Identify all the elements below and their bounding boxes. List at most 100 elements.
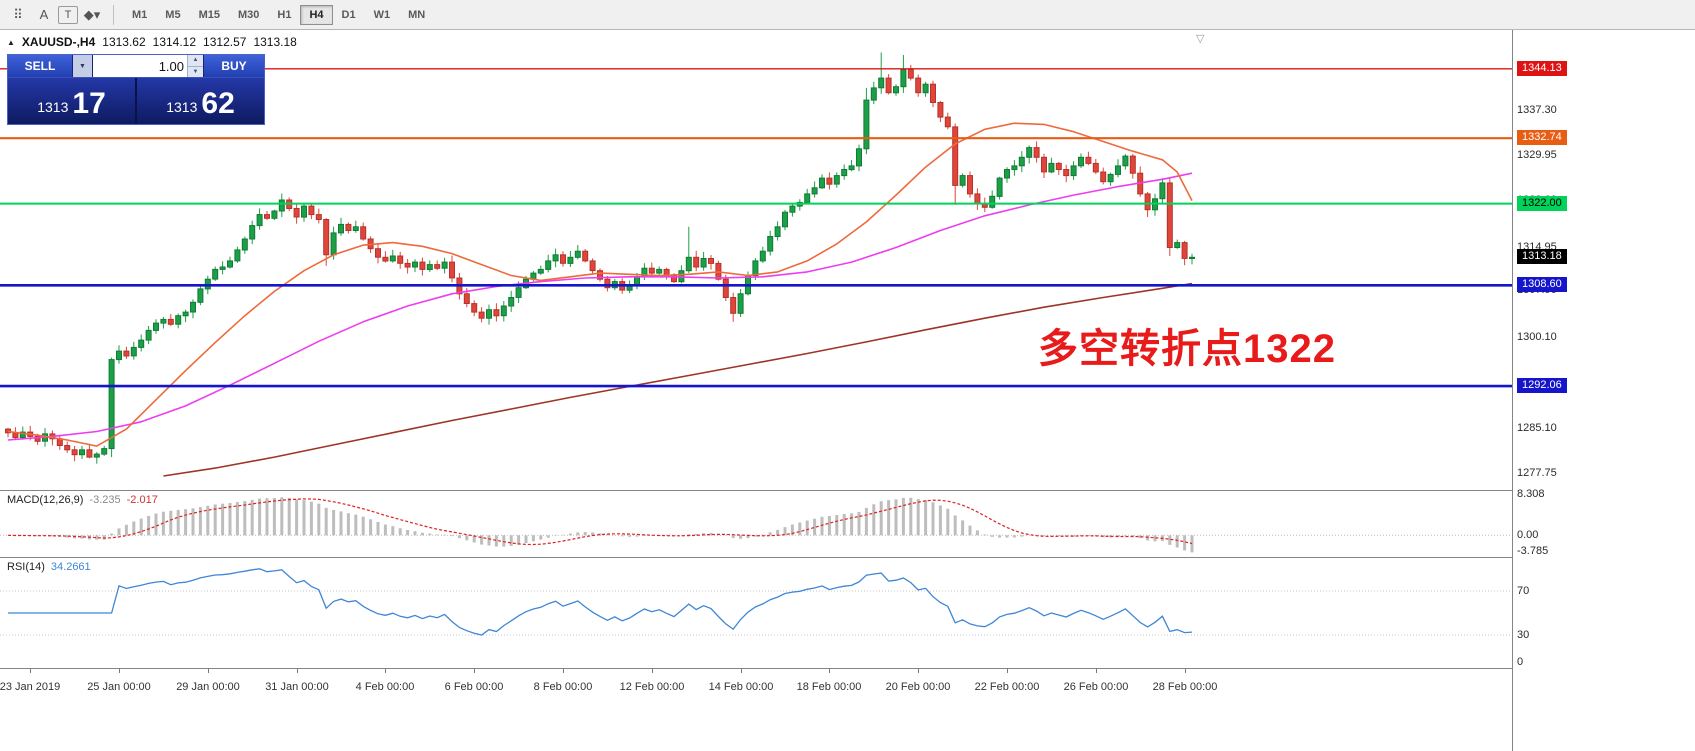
slow-ma-line (163, 282, 1193, 477)
one-click-controls-row: SELL ▼ ▲ ▼ BUY (8, 55, 264, 77)
timeframe-h1[interactable]: H1 (277, 8, 292, 21)
date-axis-tick (208, 669, 209, 673)
sell-price-small: 1313 (37, 99, 69, 115)
date-axis: 23 Jan 2019 25 Jan 00:00 29 Jan 00:00 31 Ja… (0, 669, 1512, 750)
date-axis-tick (119, 669, 120, 673)
ohlc-high: 1314.12 (152, 35, 197, 49)
macd-title: MACD(12,26,9) (7, 494, 84, 506)
price-axis-label: 1285.10 (1517, 422, 1557, 434)
toolbar: ⠿ A T ◆▾ M1 M5 M15 M30 H1 H4 D1 W1 MN (0, 0, 1695, 30)
macd-panel: MACD(12,26,9) -3.235 -2.017 (0, 491, 1512, 558)
macd-header: MACD(12,26,9) -3.235 -2.017 (7, 494, 158, 506)
rsi-header: RSI(14) 34.2661 (7, 561, 91, 573)
date-axis-label: 23 Jan 2019 (0, 681, 61, 693)
one-click-prices-row: 1313 17 1313 62 (8, 77, 264, 124)
timeframe-m5[interactable]: M5 (165, 8, 181, 21)
buy-price-small: 1313 (166, 99, 198, 115)
timeframe-h4[interactable]: H4 (300, 4, 333, 25)
rsi-axis-label: 70 (1517, 585, 1530, 597)
timeframe-m1[interactable]: M1 (132, 8, 148, 21)
date-axis-label: 4 Feb 00:00 (355, 681, 415, 693)
main-chart-panel: ▲ XAUUSD-,H4 1313.62 1314.12 1312.57 131… (0, 30, 1512, 491)
fast-ma-line (7, 122, 1193, 447)
macd-axis-label: 8.308 (1517, 488, 1545, 500)
chart-header: ▲ XAUUSD-,H4 1313.62 1314.12 1312.57 131… (7, 35, 297, 49)
volume-decrease-button[interactable]: ▼ (188, 66, 203, 77)
text-label-tool-icon[interactable]: A (39, 7, 49, 22)
date-axis-label: 25 Jan 00:00 (87, 681, 151, 693)
sell-price-big: 17 (72, 87, 106, 120)
macd-value: -3.235 (89, 494, 121, 506)
text-box-tool-icon[interactable]: T (58, 5, 78, 24)
date-axis-label: 14 Feb 00:00 (708, 681, 774, 693)
date-axis-label: 12 Feb 00:00 (619, 681, 685, 693)
date-axis-label: 6 Feb 00:00 (444, 681, 504, 693)
one-click-trading-panel: SELL ▼ ▲ ▼ BUY 1313 (7, 54, 265, 125)
price-level-badge: 1292.06 (1517, 378, 1567, 393)
price-axis-label: 1300.10 (1517, 331, 1557, 343)
ohlc-open: 1313.62 (102, 35, 146, 49)
date-axis-tick (829, 669, 830, 673)
volume-dropdown-button[interactable]: ▼ (72, 55, 93, 77)
date-axis-label: 26 Feb 00:00 (1063, 681, 1129, 693)
symbol-timeframe-label: XAUUSD-,H4 (21, 35, 96, 49)
date-axis-label: 22 Feb 00:00 (974, 681, 1040, 693)
chart-annotation-text: 多空转折点1322 (1038, 327, 1336, 371)
date-axis-tick (297, 669, 298, 673)
date-axis-tick (1185, 669, 1186, 673)
candlestick-chart (0, 52, 1512, 477)
date-axis-label: 18 Feb 00:00 (796, 681, 862, 693)
volume-spinner: ▲ ▼ (187, 55, 203, 77)
chart-workspace: ▲ XAUUSD-,H4 1313.62 1314.12 1312.57 131… (0, 30, 1695, 751)
date-axis-tick (1096, 669, 1097, 673)
chart-area: ▲ XAUUSD-,H4 1313.62 1314.12 1312.57 131… (0, 30, 1512, 751)
date-axis-tick (918, 669, 919, 673)
timeframe-mn[interactable]: MN (408, 8, 426, 21)
date-axis-tick (385, 669, 386, 673)
date-axis-tick (474, 669, 475, 673)
buy-price-big: 62 (201, 87, 235, 120)
timeframe-group: M1 M5 M15 M30 H1 H4 D1 W1 MN (123, 4, 434, 25)
price-level-badge: 1344.13 (1517, 61, 1567, 76)
date-axis-label: 28 Feb 00:00 (1152, 681, 1218, 693)
sell-price-button[interactable]: 1313 17 (8, 78, 137, 124)
buy-button[interactable]: BUY (204, 55, 264, 77)
volume-box: ▲ ▼ (93, 55, 204, 77)
date-axis-label: 8 Feb 00:00 (533, 681, 593, 693)
date-axis-tick (652, 669, 653, 673)
date-axis-label: 20 Feb 00:00 (885, 681, 951, 693)
timeframe-m15[interactable]: M15 (198, 8, 220, 21)
rsi-value: 34.2661 (50, 561, 91, 573)
rsi-chart (0, 568, 1512, 636)
rsi-axis-label: 30 (1517, 629, 1530, 641)
macd-signal-value: -2.017 (126, 494, 158, 506)
sell-button[interactable]: SELL (8, 55, 72, 77)
price-axis-label: 1329.95 (1517, 149, 1557, 161)
timeframe-w1[interactable]: W1 (373, 8, 391, 21)
rsi-line (8, 568, 1193, 636)
volume-input[interactable] (93, 55, 187, 77)
macd-signal-line (7, 498, 1193, 546)
medium-ma-line (7, 172, 1193, 441)
date-axis-tick (563, 669, 564, 673)
price-level-badge: 1308.60 (1517, 277, 1567, 292)
timeframe-d1[interactable]: D1 (341, 8, 356, 21)
volume-increase-button[interactable]: ▲ (188, 55, 203, 67)
price-level-badge: 1322.00 (1517, 196, 1567, 211)
price-axis-label: 1337.30 (1517, 104, 1557, 116)
rsi-axis-label: 0 (1517, 656, 1524, 668)
price-level-badge: 1332.74 (1517, 130, 1567, 145)
price-axis: 1337.301329.951322.601314.951307.901300.… (1512, 30, 1695, 751)
date-axis-tick (30, 669, 31, 673)
timeframe-m30[interactable]: M30 (237, 8, 260, 21)
rsi-title: RSI(14) (7, 561, 45, 573)
rsi-panel: RSI(14) 34.2661 (0, 558, 1512, 669)
shapes-tool-icon[interactable]: ◆▾ (83, 6, 101, 22)
macd-histogram (13, 497, 1194, 553)
symbol-arrow-icon: ▲ (7, 37, 15, 47)
buy-price-button[interactable]: 1313 62 (137, 78, 264, 124)
crosshair-tool-icon[interactable]: ⠿ (13, 6, 23, 22)
date-axis-label: 29 Jan 00:00 (176, 681, 240, 693)
ohlc-close: 1313.18 (253, 35, 297, 49)
toolbar-separator (113, 4, 114, 25)
